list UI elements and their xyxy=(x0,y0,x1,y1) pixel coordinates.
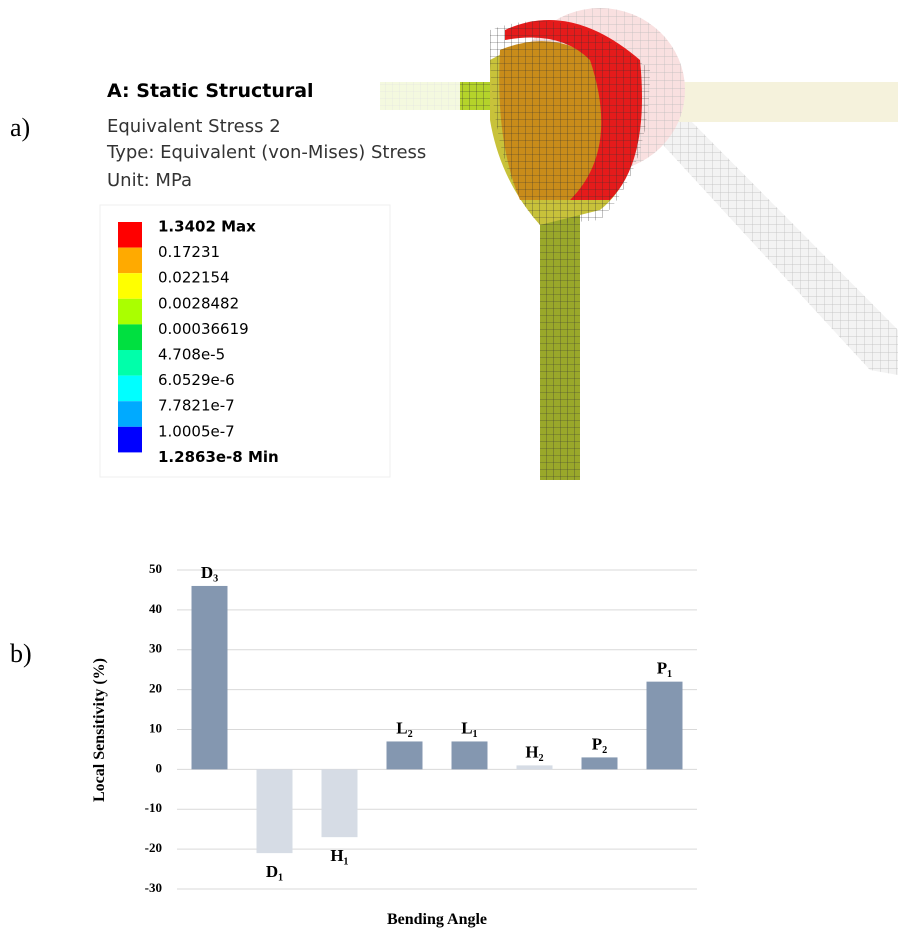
legend-swatch xyxy=(118,222,142,248)
category-label: L₁ xyxy=(461,718,477,737)
bar xyxy=(256,769,293,854)
y-tick-label: 10 xyxy=(149,720,162,735)
category-label: D₁ xyxy=(266,862,283,881)
panel-label: a) xyxy=(10,113,30,142)
sim-type: Type: Equivalent (von-Mises) Stress xyxy=(106,142,426,163)
y-tick-label: -30 xyxy=(145,880,162,895)
bar xyxy=(321,769,358,838)
legend-label: 6.0529e-6 xyxy=(158,371,235,389)
bar xyxy=(516,765,553,770)
legend-swatch xyxy=(118,350,142,376)
y-tick-label: -20 xyxy=(145,840,162,855)
legend-label: 7.7821e-7 xyxy=(158,397,235,415)
sim-unit: Unit: MPa xyxy=(107,170,192,191)
legend-label: 1.0005e-7 xyxy=(158,422,235,440)
bar xyxy=(191,585,228,770)
legend-label: 1.2863e-8 Min xyxy=(158,448,279,466)
bar-chart: -30 -20 -10 0 10 20 30 40 50 D₃ D₁ H₁ L₂ L₁ H₂ P₂ P₁ xyxy=(145,561,697,895)
y-tick-label: 50 xyxy=(149,561,162,576)
legend-label: 4.708e-5 xyxy=(158,346,225,364)
category-label: P₁ xyxy=(657,659,672,678)
legend-box xyxy=(99,204,391,478)
category-label: D₃ xyxy=(201,563,218,582)
y-tick-label: 30 xyxy=(149,641,162,656)
legend-swatch xyxy=(118,401,142,427)
legend-label: 0.00036619 xyxy=(158,320,249,338)
legend-swatch xyxy=(118,426,142,453)
category-label: H₂ xyxy=(525,742,543,761)
y-tick-label: 0 xyxy=(156,760,163,775)
legend-label: 0.0028482 xyxy=(158,294,239,312)
y-tick-label: 40 xyxy=(149,601,162,616)
y-tick-label: 20 xyxy=(149,681,162,696)
y-axis-label: Local Sensitivity (%) xyxy=(91,658,108,802)
category-label: L₂ xyxy=(396,718,412,737)
sim-title: A: Static Structural xyxy=(107,80,314,102)
bar xyxy=(646,681,683,770)
legend-label: 0.022154 xyxy=(158,269,230,287)
legend-swatch xyxy=(118,273,142,299)
legend-swatch xyxy=(118,375,142,402)
info-box xyxy=(78,66,460,194)
panel-label: b) xyxy=(10,639,32,668)
bar xyxy=(581,757,618,770)
legend-label: 0.17231 xyxy=(158,243,220,261)
bar xyxy=(451,741,488,770)
legend-swatch xyxy=(118,298,142,325)
x-axis-label: Bending Angle xyxy=(387,911,487,928)
category-label: H₁ xyxy=(330,846,348,865)
sim-result: Equivalent Stress 2 xyxy=(107,116,281,137)
y-tick-label: -10 xyxy=(145,800,162,815)
category-label: P₂ xyxy=(592,734,607,753)
legend-swatch xyxy=(118,247,142,274)
legend-swatch xyxy=(118,324,142,350)
color-legend: 1.3402 Max 0.17231 0.022154 0.0028482 0.0003… xyxy=(118,218,279,466)
legend-label: 1.3402 Max xyxy=(158,218,256,236)
bar xyxy=(386,741,423,770)
